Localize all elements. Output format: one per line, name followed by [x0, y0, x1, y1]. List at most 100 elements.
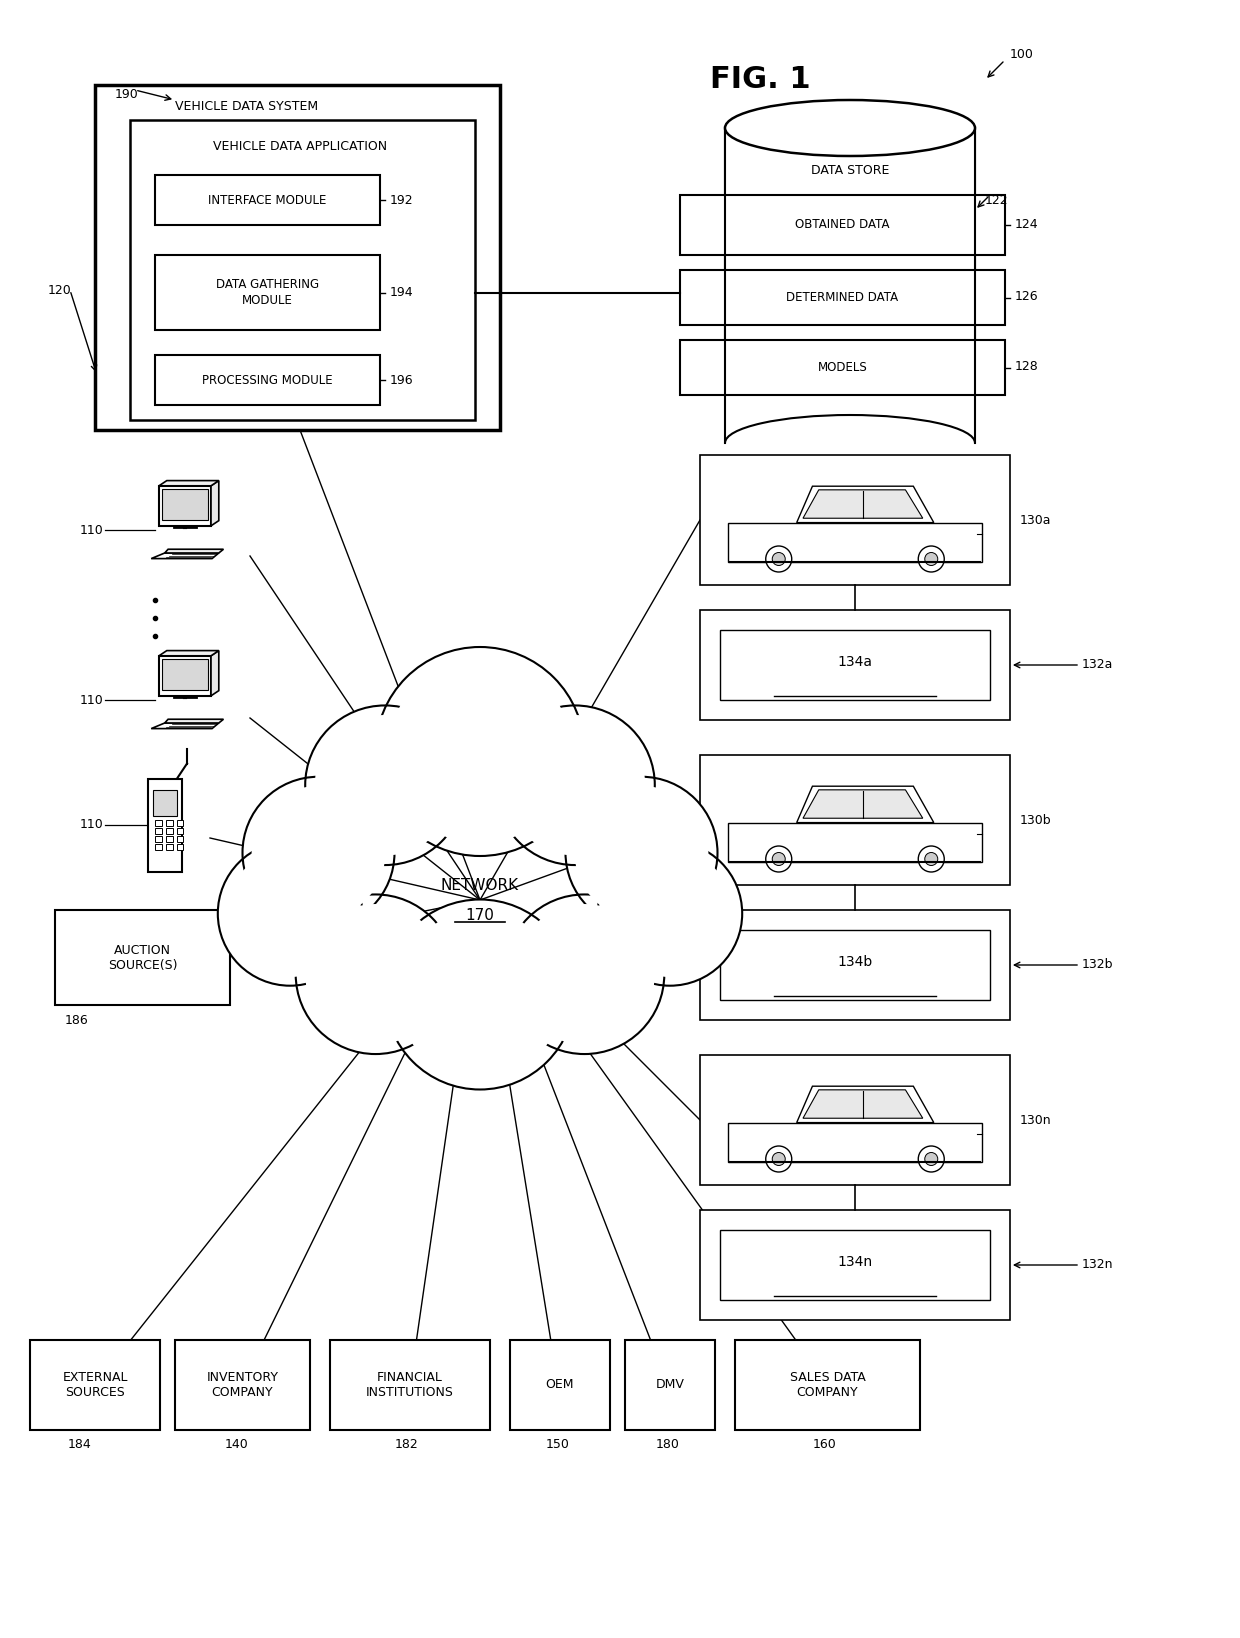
- Polygon shape: [159, 650, 218, 655]
- Bar: [166, 835, 172, 842]
- Text: 134b: 134b: [837, 955, 873, 970]
- Bar: [719, 629, 991, 699]
- Bar: [155, 355, 379, 405]
- Circle shape: [773, 852, 785, 865]
- Text: 120: 120: [48, 283, 72, 296]
- Polygon shape: [796, 1086, 934, 1122]
- Bar: [166, 844, 172, 850]
- Text: 182: 182: [396, 1438, 419, 1451]
- Text: DETERMINED DATA: DETERMINED DATA: [786, 292, 899, 305]
- Circle shape: [766, 845, 791, 871]
- Text: 110: 110: [81, 693, 104, 706]
- Circle shape: [515, 904, 655, 1045]
- Text: 160: 160: [813, 1438, 837, 1451]
- Text: DATA GATHERING
MODULE: DATA GATHERING MODULE: [216, 278, 319, 306]
- Circle shape: [925, 1153, 937, 1166]
- Text: 110: 110: [81, 819, 104, 832]
- Circle shape: [315, 716, 455, 855]
- Polygon shape: [804, 790, 923, 819]
- Circle shape: [919, 845, 945, 871]
- Bar: [680, 270, 1004, 324]
- Text: 130a: 130a: [1021, 513, 1052, 526]
- Text: 132n: 132n: [1083, 1258, 1114, 1271]
- Polygon shape: [151, 554, 218, 559]
- Circle shape: [243, 776, 394, 929]
- Polygon shape: [159, 480, 218, 486]
- Text: 134a: 134a: [837, 655, 873, 668]
- Circle shape: [565, 776, 718, 929]
- Circle shape: [773, 1153, 785, 1166]
- Bar: [735, 1340, 920, 1430]
- Circle shape: [495, 706, 655, 865]
- Circle shape: [766, 545, 791, 572]
- Bar: [130, 120, 475, 419]
- Circle shape: [574, 786, 708, 919]
- Circle shape: [376, 647, 584, 857]
- Text: 186: 186: [64, 1014, 89, 1027]
- Bar: [153, 790, 177, 816]
- Text: 130b: 130b: [1021, 814, 1052, 827]
- Bar: [155, 821, 161, 827]
- Bar: [725, 128, 975, 387]
- Polygon shape: [796, 486, 934, 523]
- Text: PROCESSING MODULE: PROCESSING MODULE: [202, 373, 332, 387]
- Polygon shape: [728, 1122, 982, 1161]
- Bar: [176, 821, 184, 827]
- Circle shape: [606, 850, 734, 976]
- Polygon shape: [728, 523, 982, 562]
- Text: 100: 100: [1011, 49, 1034, 62]
- Text: 130n: 130n: [1021, 1114, 1052, 1127]
- Bar: [719, 930, 991, 1001]
- Text: 132a: 132a: [1083, 658, 1114, 672]
- Bar: [680, 341, 1004, 395]
- Bar: [176, 844, 184, 850]
- Circle shape: [305, 904, 445, 1045]
- Text: EXTERNAL
SOURCES: EXTERNAL SOURCES: [62, 1371, 128, 1399]
- Circle shape: [773, 552, 785, 565]
- Bar: [510, 1340, 610, 1430]
- Bar: [159, 655, 211, 696]
- Text: 128: 128: [1016, 360, 1039, 373]
- Bar: [55, 911, 229, 1006]
- Text: VEHICLE DATA SYSTEM: VEHICLE DATA SYSTEM: [175, 100, 319, 113]
- Bar: [166, 821, 172, 827]
- Polygon shape: [804, 1089, 923, 1119]
- Bar: [155, 835, 161, 842]
- Polygon shape: [804, 490, 923, 518]
- Polygon shape: [165, 549, 223, 554]
- Bar: [625, 1340, 715, 1430]
- Polygon shape: [211, 650, 218, 696]
- Text: 170: 170: [465, 907, 495, 922]
- Text: 124: 124: [1016, 218, 1039, 231]
- Circle shape: [925, 852, 937, 865]
- Text: AUCTION
SOURCE(S): AUCTION SOURCE(S): [108, 943, 177, 971]
- Bar: [95, 85, 500, 431]
- Circle shape: [295, 894, 455, 1053]
- Circle shape: [252, 786, 386, 919]
- Text: 126: 126: [1016, 290, 1039, 303]
- Text: 184: 184: [68, 1438, 92, 1451]
- Bar: [30, 1340, 160, 1430]
- Bar: [176, 829, 184, 834]
- Circle shape: [598, 842, 743, 986]
- Polygon shape: [728, 822, 982, 862]
- Circle shape: [919, 545, 945, 572]
- Text: INVENTORY
COMPANY: INVENTORY COMPANY: [207, 1371, 279, 1399]
- Bar: [155, 175, 379, 224]
- Text: MODELS: MODELS: [817, 360, 867, 373]
- Bar: [701, 911, 1011, 1020]
- Circle shape: [227, 850, 353, 976]
- Circle shape: [388, 660, 572, 844]
- Text: 122: 122: [985, 193, 1008, 206]
- Bar: [159, 486, 211, 526]
- Bar: [148, 778, 182, 871]
- Polygon shape: [211, 480, 218, 526]
- Bar: [701, 1055, 1011, 1184]
- Bar: [330, 1340, 490, 1430]
- Text: 190: 190: [115, 88, 139, 102]
- Text: 192: 192: [391, 193, 414, 206]
- Bar: [680, 195, 1004, 256]
- Circle shape: [384, 899, 575, 1089]
- Circle shape: [218, 842, 362, 986]
- Text: 134n: 134n: [837, 1255, 873, 1269]
